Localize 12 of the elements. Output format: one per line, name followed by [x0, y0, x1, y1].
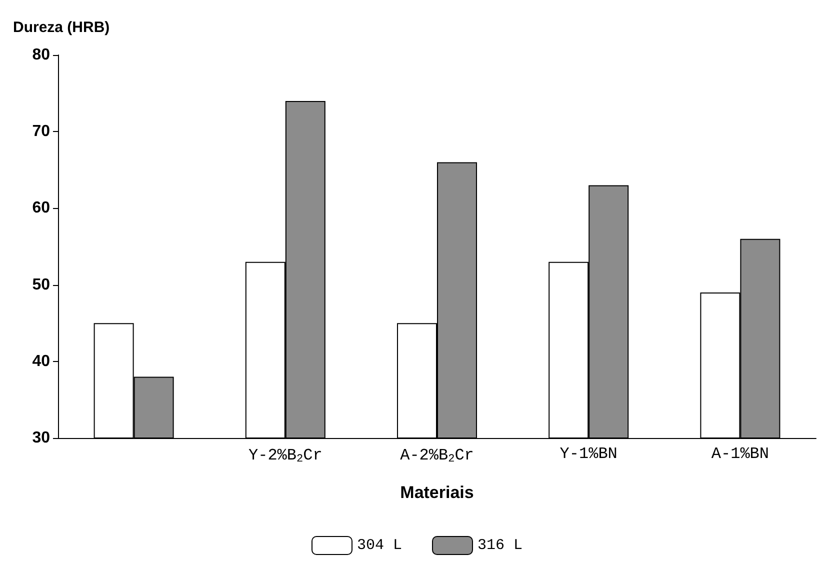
x-tick-label: A-1%BN [711, 445, 770, 463]
y-tick-label: 60 [32, 200, 50, 217]
y-tick-label: 80 [32, 46, 50, 64]
y-tick-label: 70 [32, 123, 50, 140]
legend-label: 304 L [356, 537, 402, 554]
x-axis-title: Materiais [400, 483, 474, 502]
y-tick-label: 50 [32, 276, 50, 294]
y-tick-label: 40 [32, 352, 50, 370]
y-tick-label: 30 [32, 430, 50, 446]
legend-label: 316 L [478, 537, 523, 554]
y-axis-title: Dureza (HRB) [13, 19, 110, 36]
x-tick-label: Y-1%BN [560, 445, 618, 463]
